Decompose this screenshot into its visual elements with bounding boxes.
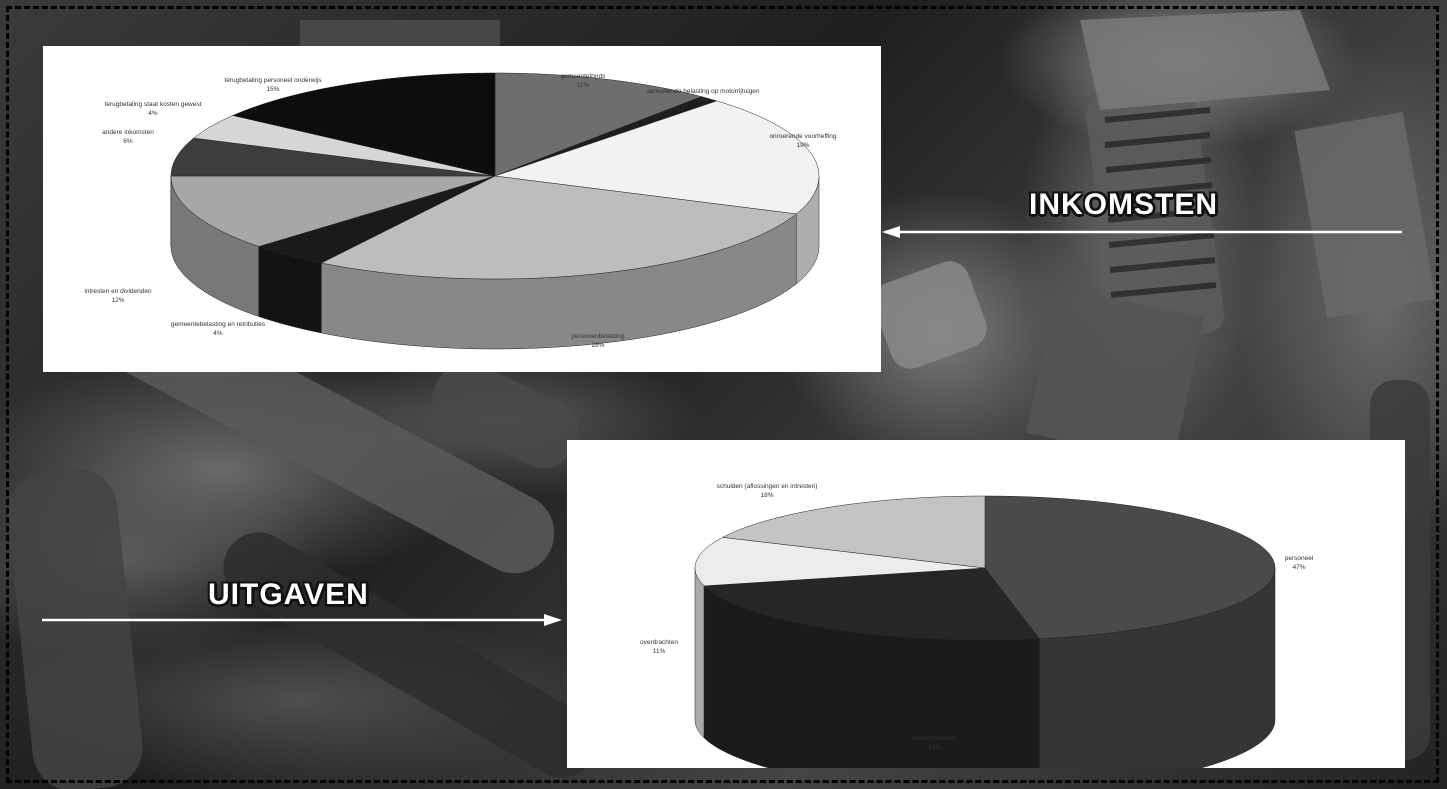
slice-label-personenbelasting: personenbelasting 28% (571, 333, 625, 349)
slice-label-aanvullende-belasting-op-motorrijtuigen: aanvullende belasting op motorrijtuigen 1… (646, 88, 759, 104)
pie-slice-personenbelasting (320, 175, 797, 280)
pie-slice-intresten-en-dividenden (170, 175, 496, 247)
pie-side-overdrachten (694, 568, 705, 739)
pie-slice-terugbetaling-personeel-onderwijs (232, 72, 496, 177)
slice-label-gemeentebelasting-en-retributies: gemeentebelasting en retributies 4% (171, 321, 266, 337)
slice-label-schulden-aflossingen-en-intresten: schulden (aflossingen en intresten) 18% (717, 483, 818, 499)
expense-pie-chart: personeel 47% werkingskosten 24% overdrachte… (640, 483, 1314, 768)
pie-slice-andere-inkomsten (170, 137, 496, 177)
expense-chart-panel: personeel 47% werkingskosten 24% overdrachte… (567, 440, 1405, 768)
slice-label-onroerende-voorheffing: onroerende voorheffing 19% (769, 133, 836, 149)
slice-label-werkingskosten: werkingskosten 24% (912, 735, 958, 751)
income-arrow (882, 226, 1402, 238)
slice-label-andere-inkomsten: andere inkomsten 6% (102, 129, 154, 145)
pie-slice-werkingskosten (703, 567, 1040, 641)
pie-slice-personeel (984, 495, 1276, 639)
slice-label-intresten-en-dividenden: intresten en dividenden 12% (84, 288, 152, 304)
slice-label-personeel: personeel 47% (1285, 555, 1314, 571)
slice-label-terugbetaling-staat-kosten-gewest: terugbetaling staat kosten gewest 4% (105, 101, 202, 117)
pie-slice-onroerende-voorheffing (494, 100, 820, 215)
pie-slice-terugbetaling-staat-kosten-gewest (193, 115, 496, 177)
income-chart-panel: gemeentefonds 11% aanvullende belasting op… (43, 46, 881, 372)
pie-slice-schulden-aflossingen-en-intresten (721, 495, 986, 569)
slice-label-terugbetaling-personeel-onderwijs: terugbetaling personeel onderwijs 15% (224, 77, 322, 93)
slice-label-overdrachten: overdrachten 11% (640, 639, 678, 655)
income-pie-chart: gemeentefonds 11% aanvullende belasting op… (84, 72, 837, 350)
expense-section-title: UITGAVEN (208, 578, 369, 611)
pie-slice-gemeentefonds (494, 72, 703, 177)
expense-arrow (42, 614, 562, 626)
slice-label-gemeentefonds: gemeentefonds 11% (561, 73, 607, 89)
income-section-title: INKOMSTEN (1029, 188, 1218, 221)
pie-slice-overdrachten (694, 537, 986, 587)
pie-slice-gemeentebelasting-en-retributies (257, 175, 496, 264)
pie-slice-aanvullende-belasting-op-motorrijtuigen (494, 96, 718, 177)
